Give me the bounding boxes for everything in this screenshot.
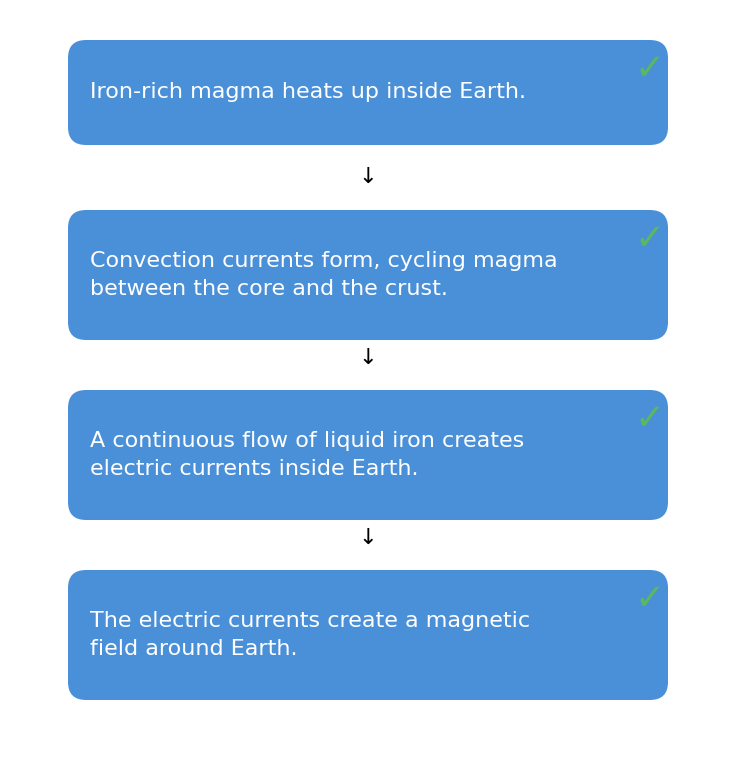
Text: The electric currents create a magnetic
field around Earth.: The electric currents create a magnetic … bbox=[90, 611, 530, 659]
Text: Iron-rich magma heats up inside Earth.: Iron-rich magma heats up inside Earth. bbox=[90, 83, 526, 103]
Text: ✓: ✓ bbox=[635, 582, 665, 616]
Text: ✓: ✓ bbox=[635, 402, 665, 436]
FancyBboxPatch shape bbox=[68, 390, 668, 520]
Text: ↓: ↓ bbox=[358, 348, 378, 368]
Text: ↓: ↓ bbox=[358, 528, 378, 548]
Text: ✓: ✓ bbox=[635, 222, 665, 256]
FancyBboxPatch shape bbox=[68, 210, 668, 340]
Text: ✓: ✓ bbox=[635, 52, 665, 86]
Text: Convection currents form, cycling magma
between the core and the crust.: Convection currents form, cycling magma … bbox=[90, 251, 558, 299]
Text: ↓: ↓ bbox=[358, 167, 378, 187]
FancyBboxPatch shape bbox=[68, 40, 668, 145]
FancyBboxPatch shape bbox=[68, 570, 668, 700]
Text: A continuous flow of liquid iron creates
electric currents inside Earth.: A continuous flow of liquid iron creates… bbox=[90, 431, 524, 479]
